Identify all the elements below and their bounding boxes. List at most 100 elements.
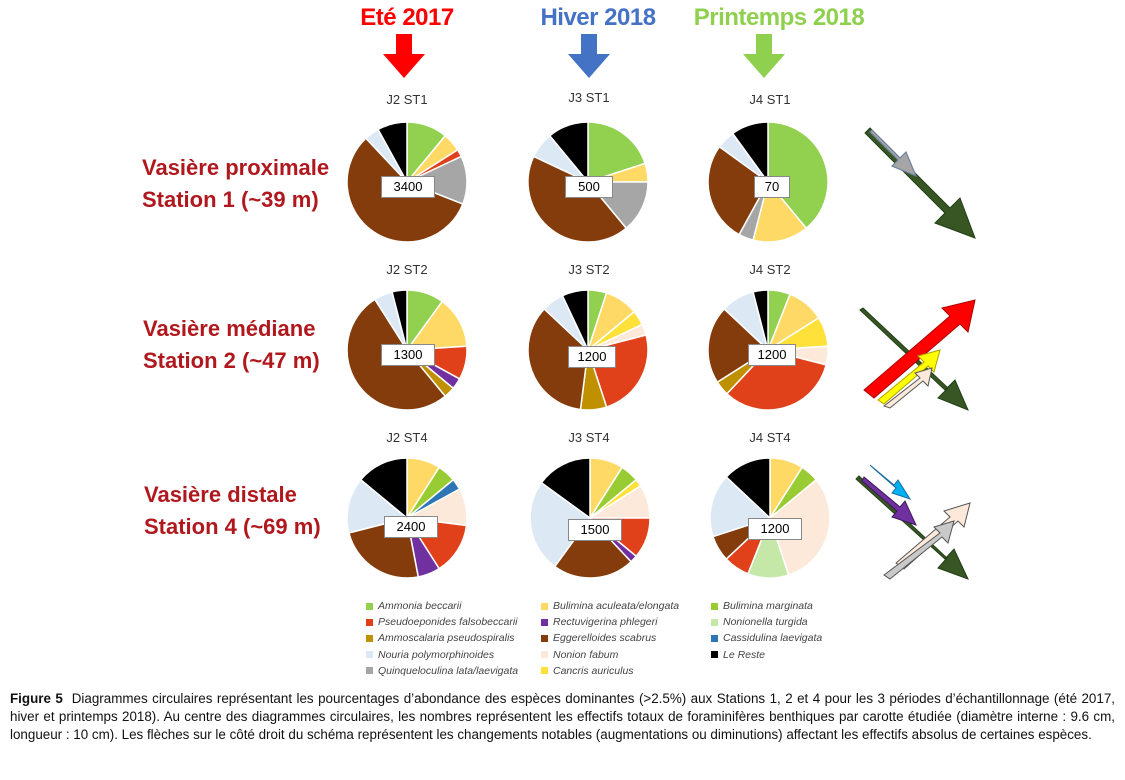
figure-label: Figure 5 (10, 691, 63, 706)
legend-label: Nouria polymorphinoides (378, 648, 495, 661)
legend-label: Pseudoeponides falsobeccarii (378, 616, 518, 629)
pie-title: J2 ST1 (386, 92, 428, 107)
pie-slice-ammonia-beccarii (767, 121, 829, 230)
legend-item: Eggerelloides scabrus (541, 632, 656, 644)
arrow-increase-nonion (882, 367, 933, 409)
pie-count-label: 70 (754, 176, 790, 198)
figure-caption: Figure 5 Diagrammes circulaires représen… (10, 690, 1115, 744)
legend-label: Nonionella turgida (723, 616, 808, 629)
arrow-decrease-eggerelloides (864, 127, 976, 239)
legend-item: Rectuvigerina phlegeri (541, 616, 657, 628)
season-arrows (383, 34, 785, 78)
legend-swatch (541, 602, 548, 610)
legend-label: Cassidulina laevigata (723, 632, 823, 645)
row-label-line1: Vasière proximale (142, 155, 330, 180)
arrow-down-blue (568, 34, 610, 78)
legend-label: Cancris auriculus (553, 664, 634, 677)
pie-count-label: 1200 (568, 346, 616, 368)
legend-label: Ammoscalaria pseudospiralis (378, 632, 515, 645)
legend-swatch (711, 651, 718, 659)
arrow-decrease-quinqueloculina (869, 129, 918, 178)
pie-slice-eggerelloides-scabrus (553, 516, 633, 579)
legend-swatch (541, 667, 548, 675)
pie-count-label: 2400 (384, 516, 438, 538)
pie-title: J2 ST4 (386, 430, 428, 445)
pie-title: J4 ST4 (749, 430, 791, 445)
legend-item: Ammonia beccarii (366, 600, 461, 612)
row-label-line1: Vasière médiane (143, 316, 316, 341)
row-label-line2: Station 4 (~69 m) (144, 514, 321, 539)
legend-label: Ammonia beccarii (378, 600, 462, 612)
pie-title: J3 ST2 (568, 262, 610, 277)
row-label-line2: Station 1 (~39 m) (142, 187, 319, 212)
legend-item: Nonion fabum (541, 649, 618, 661)
season-title-summer-2017: Eté 2017 (360, 4, 454, 31)
arrows-station-4 (855, 464, 971, 580)
arrow-down-red (383, 34, 425, 78)
pie-slice-bulimina-aculeata-elongata (405, 300, 468, 351)
season-title-winter-2018: Hiver 2018 (540, 4, 656, 31)
pie-count-label: 1500 (568, 519, 622, 541)
pie-slice-le-reste (359, 457, 408, 520)
row-label-station-4: Vasière distale Station 4 (~69 m) (144, 479, 321, 543)
pie-slice-le-reste (377, 121, 408, 183)
legend-label: Bulimina marginata (723, 600, 813, 612)
legend-swatch (541, 634, 548, 642)
legend-label: Rectuvigerina phlegeri (553, 616, 658, 629)
arrow-down-green (743, 34, 785, 78)
pie-slice-le-reste (731, 121, 769, 185)
arrow-increase-pseudoeponides (863, 299, 976, 399)
arrows-station-2 (859, 299, 976, 411)
pie-title: J3 ST4 (568, 430, 610, 445)
row-label-line1: Vasière distale (144, 482, 297, 507)
legend-swatch (366, 651, 373, 659)
pie-slice-le-reste (561, 289, 589, 351)
pie-slice-le-reste (725, 457, 771, 520)
legend-swatch (711, 634, 718, 642)
pie-j3-st4 (529, 457, 651, 579)
row-label-station-1: Vasière proximale Station 1 (~39 m) (142, 152, 329, 216)
legend-swatch (366, 634, 373, 642)
legend-item: Le Reste (711, 649, 765, 661)
legend-label: Eggerelloides scabrus (553, 632, 657, 645)
pie-slice-le-reste (752, 289, 769, 351)
legend-label: Nonion fabum (553, 648, 619, 661)
change-arrows (855, 127, 976, 580)
legend-item: Bulimina marginata (711, 600, 813, 612)
row-label-station-2: Vasière médiane Station 2 (~47 m) (143, 313, 320, 377)
legend-swatch (711, 602, 718, 610)
pie-slice-eggerelloides-scabrus (527, 307, 589, 411)
arrows-station-1 (864, 127, 976, 239)
pie-slice-le-reste (540, 457, 591, 520)
legend-label: Quinqueloculina lata/laevigata (378, 664, 519, 677)
legend-swatch (366, 602, 373, 610)
legend-item: Nonionella turgida (711, 616, 808, 628)
arrow-increase-cancris (877, 349, 941, 405)
arrow-decrease-rectuvigerina (861, 476, 917, 526)
pie-title: J3 ST1 (568, 90, 610, 105)
arrow-increase-nouria (883, 520, 955, 580)
pie-slice-nouria-polymorphinoides (529, 481, 592, 568)
pie-title: J4 ST2 (749, 262, 791, 277)
figure-caption-text: Diagrammes circulaires représentant les … (10, 691, 1115, 742)
pie-title: J4 ST1 (749, 92, 791, 107)
legend-swatch (541, 651, 548, 659)
legend-item: Cancris auriculus (541, 665, 634, 677)
pie-title: J2 ST2 (386, 262, 428, 277)
legend-item: Ammoscalaria pseudospiralis (366, 632, 515, 644)
legend-item: Nouria polymorphinoides (366, 649, 494, 661)
pie-count-label: 3400 (381, 176, 435, 198)
pie-slice-eggerelloides-scabrus (527, 155, 628, 243)
pie-slice-ammonia-beccarii (587, 121, 647, 184)
pie-slice-le-reste (391, 289, 408, 351)
pie-slice-eggerelloides-scabrus (707, 307, 770, 384)
pie-count-label: 1300 (381, 344, 435, 366)
pie-count-label: 1200 (748, 518, 802, 540)
legend-item: Quinqueloculina lata/laevigata (366, 665, 518, 677)
pie-count-label: 1200 (748, 344, 796, 366)
legend-label: Le Reste (723, 648, 766, 661)
legend-item: Cassidulina laevigata (711, 632, 822, 644)
legend-swatch (366, 667, 373, 675)
row-label-line2: Station 2 (~47 m) (143, 348, 320, 373)
legend-swatch (711, 618, 718, 626)
